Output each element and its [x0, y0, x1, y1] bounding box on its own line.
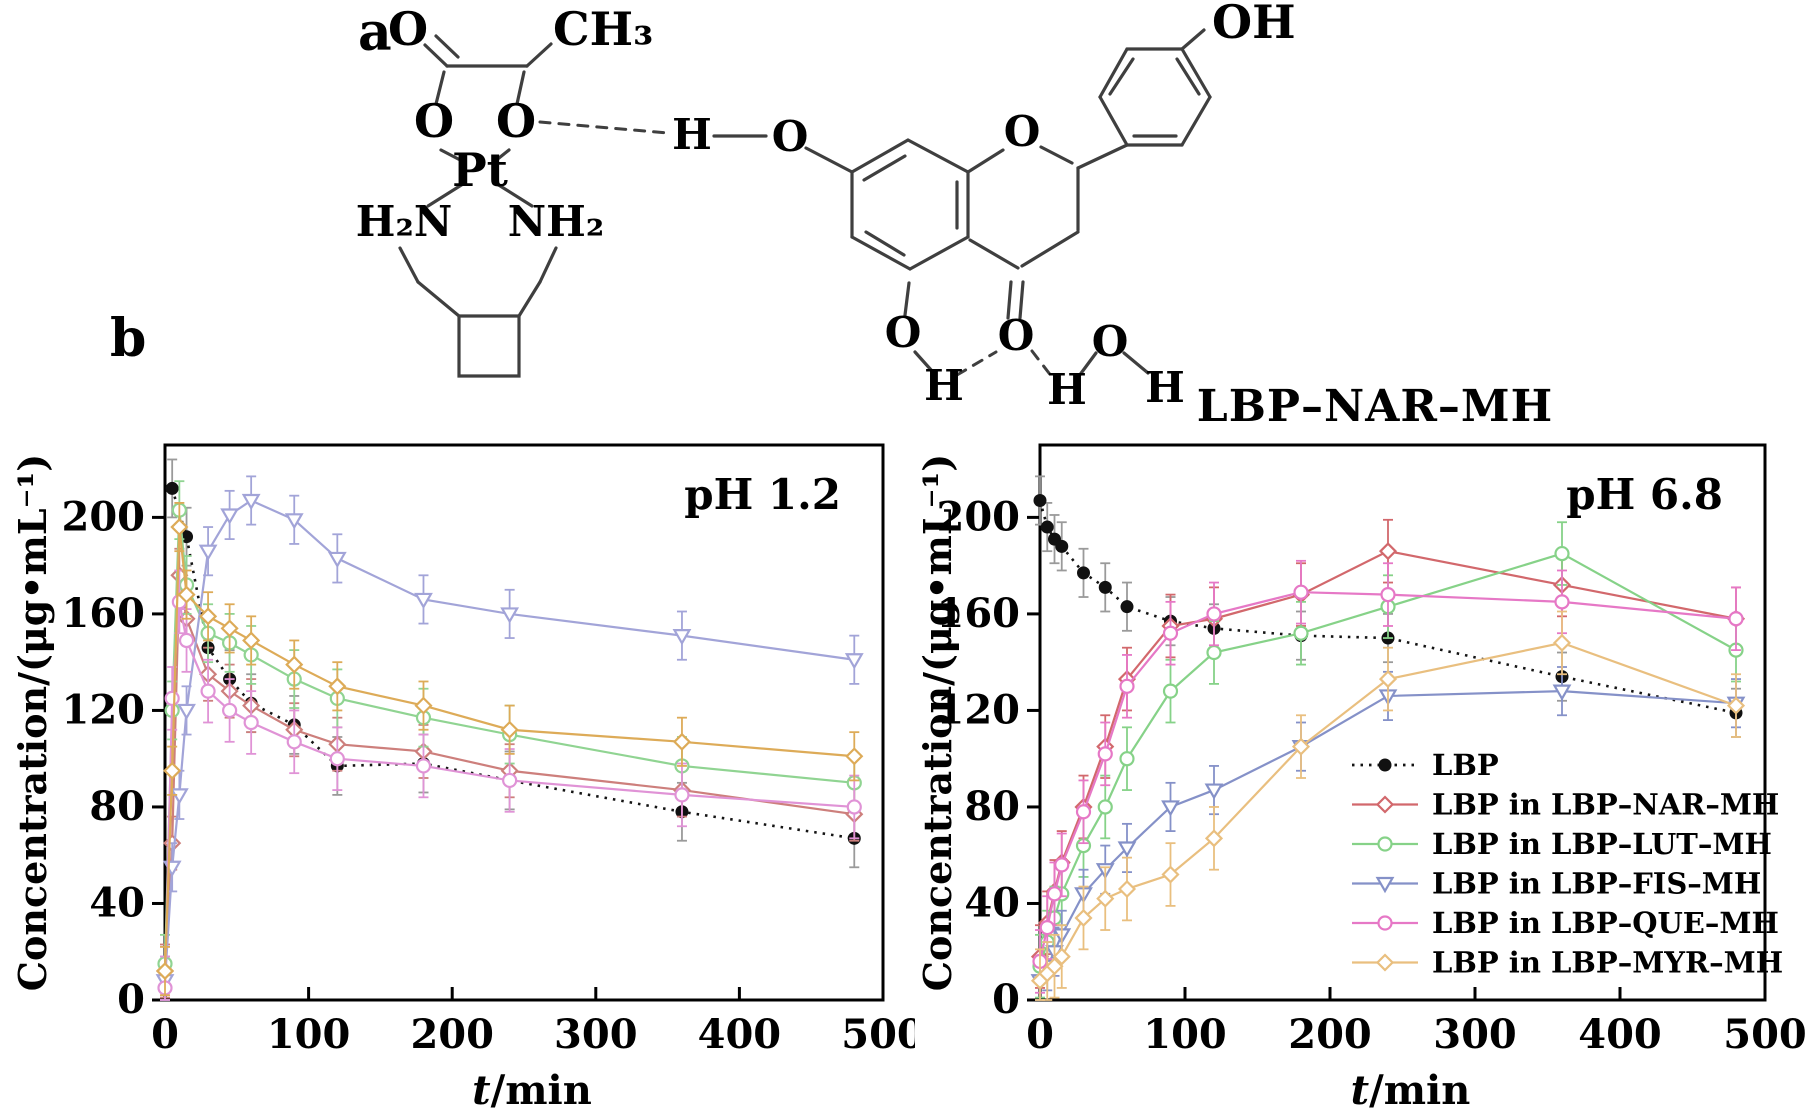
atom-o-ketone: O: [998, 311, 1035, 360]
series-que: [157, 569, 862, 1001]
legend-item-lut: LBP in LBP–LUT–MH: [1352, 827, 1772, 861]
chart-ph-1-2: 0 100 200 300 400 500 0 40 80 120 160 200 t/min Conce…: [10, 443, 915, 1111]
atom-h-bridge: H: [672, 110, 712, 159]
atom-o-carboxyl: O: [388, 2, 428, 56]
atom-o-chromene: O: [1004, 107, 1041, 156]
atom-h-water-right: H: [1145, 363, 1185, 412]
complex-title: LBP–NAR–MH: [1196, 381, 1554, 432]
svg-text:LBP in LBP–NAR–MH: LBP in LBP–NAR–MH: [1432, 788, 1779, 822]
atom-h-water-left: H: [1047, 365, 1087, 414]
svg-text:160: 160: [62, 590, 146, 637]
svg-text:400: 400: [1578, 1011, 1662, 1058]
atom-h2n: H₂N: [356, 197, 452, 246]
panel-b-label: b: [110, 308, 147, 369]
atom-h-5: H: [924, 361, 964, 410]
svg-text:120: 120: [62, 686, 146, 733]
svg-text:LBP in LBP–MYR–MH: LBP in LBP–MYR–MH: [1432, 946, 1783, 980]
y-axis-label: Concentration/(μg•mL⁻¹): [10, 454, 55, 991]
legend-item-que: LBP in LBP–QUE–MH: [1352, 906, 1779, 940]
svg-text:40: 40: [964, 879, 1020, 926]
svg-text:80: 80: [964, 783, 1020, 830]
svg-text:0: 0: [151, 1011, 179, 1058]
lobaplatin-bonds: [398, 34, 558, 378]
atom-o-water: O: [1092, 317, 1129, 366]
atom-o-5: O: [885, 308, 922, 357]
svg-text:100: 100: [267, 1011, 351, 1058]
x-axis-label: t/min: [472, 1067, 592, 1111]
atom-oh-para: OH: [1212, 0, 1296, 49]
svg-text:400: 400: [698, 1011, 782, 1058]
legend: LBP LBP in LBP–NAR–MH LBP in LBP–LUT–MH LBP…: [1352, 748, 1783, 980]
atom-o-phenol7: O: [772, 112, 809, 161]
x-axis-label: t/min: [1351, 1067, 1471, 1111]
svg-text:80: 80: [89, 783, 145, 830]
series-fis: [155, 475, 864, 1001]
naringenin-ring-c: [903, 145, 1080, 373]
svg-text:160: 160: [937, 590, 1021, 637]
svg-text:LBP in LBP–QUE–MH: LBP in LBP–QUE–MH: [1432, 906, 1779, 940]
svg-text:500: 500: [1723, 1011, 1807, 1058]
svg-text:LBP in LBP–LUT–MH: LBP in LBP–LUT–MH: [1432, 827, 1772, 861]
svg-text:40: 40: [89, 879, 145, 926]
svg-text:100: 100: [1143, 1011, 1227, 1058]
axes: 0 100 200 300 400 500 0 40 80 120 160 200 t/min Conce…: [915, 443, 1807, 1111]
naringenin-ring-a: [850, 138, 970, 271]
svg-text:120: 120: [937, 686, 1021, 733]
hydrogen-bond-bridge: [538, 120, 854, 174]
svg-text:200: 200: [1288, 1011, 1372, 1058]
legend-item-nar: LBP in LBP–NAR–MH: [1352, 788, 1779, 822]
atom-pt: Pt: [452, 143, 509, 197]
ph-annotation: pH 6.8: [1566, 470, 1723, 519]
chemical-structure-diagram: O CH₃ O O Pt H₂N NH₂ H O O OH O H O H O …: [356, 0, 1296, 414]
svg-text:0: 0: [1026, 1011, 1054, 1058]
legend-item-fis: LBP in LBP–FIS–MH: [1352, 867, 1761, 901]
series-lbp: [165, 458, 861, 869]
ph-annotation: pH 1.2: [684, 470, 841, 519]
svg-text:300: 300: [554, 1011, 638, 1058]
naringenin-ring-b: [1076, 28, 1212, 170]
svg-text:0: 0: [992, 976, 1020, 1023]
svg-text:500: 500: [841, 1011, 915, 1058]
svg-text:0: 0: [117, 976, 145, 1023]
legend-item-lbp: LBP: [1352, 748, 1499, 782]
water-hydrogen-bonds: [955, 349, 1150, 379]
atom-o-left: O: [414, 94, 454, 148]
svg-text:LBP in LBP–FIS–MH: LBP in LBP–FIS–MH: [1432, 867, 1761, 901]
svg-text:200: 200: [410, 1011, 494, 1058]
y-axis-label: Concentration/(μg•mL⁻¹): [915, 454, 960, 991]
atom-o-right: O: [496, 94, 536, 148]
atom-ch3: CH₃: [553, 2, 653, 56]
axes: 0 100 200 300 400 500 0 40 80 120 160 200 t/min Conce…: [10, 443, 915, 1111]
svg-text:200: 200: [937, 493, 1021, 540]
legend-item-myr: LBP in LBP–MYR–MH: [1352, 946, 1783, 980]
svg-text:300: 300: [1433, 1011, 1517, 1058]
series-myr: [1030, 610, 1746, 1001]
atom-nh2: NH₂: [508, 197, 604, 246]
svg-text:200: 200: [62, 493, 146, 540]
chart-ph-6-8: 0 100 200 300 400 500 0 40 80 120 160 200 t/min Conce…: [915, 443, 1807, 1111]
series-myr: [155, 502, 864, 997]
panel-a-label: a: [358, 2, 392, 63]
svg-text:LBP: LBP: [1432, 748, 1499, 782]
